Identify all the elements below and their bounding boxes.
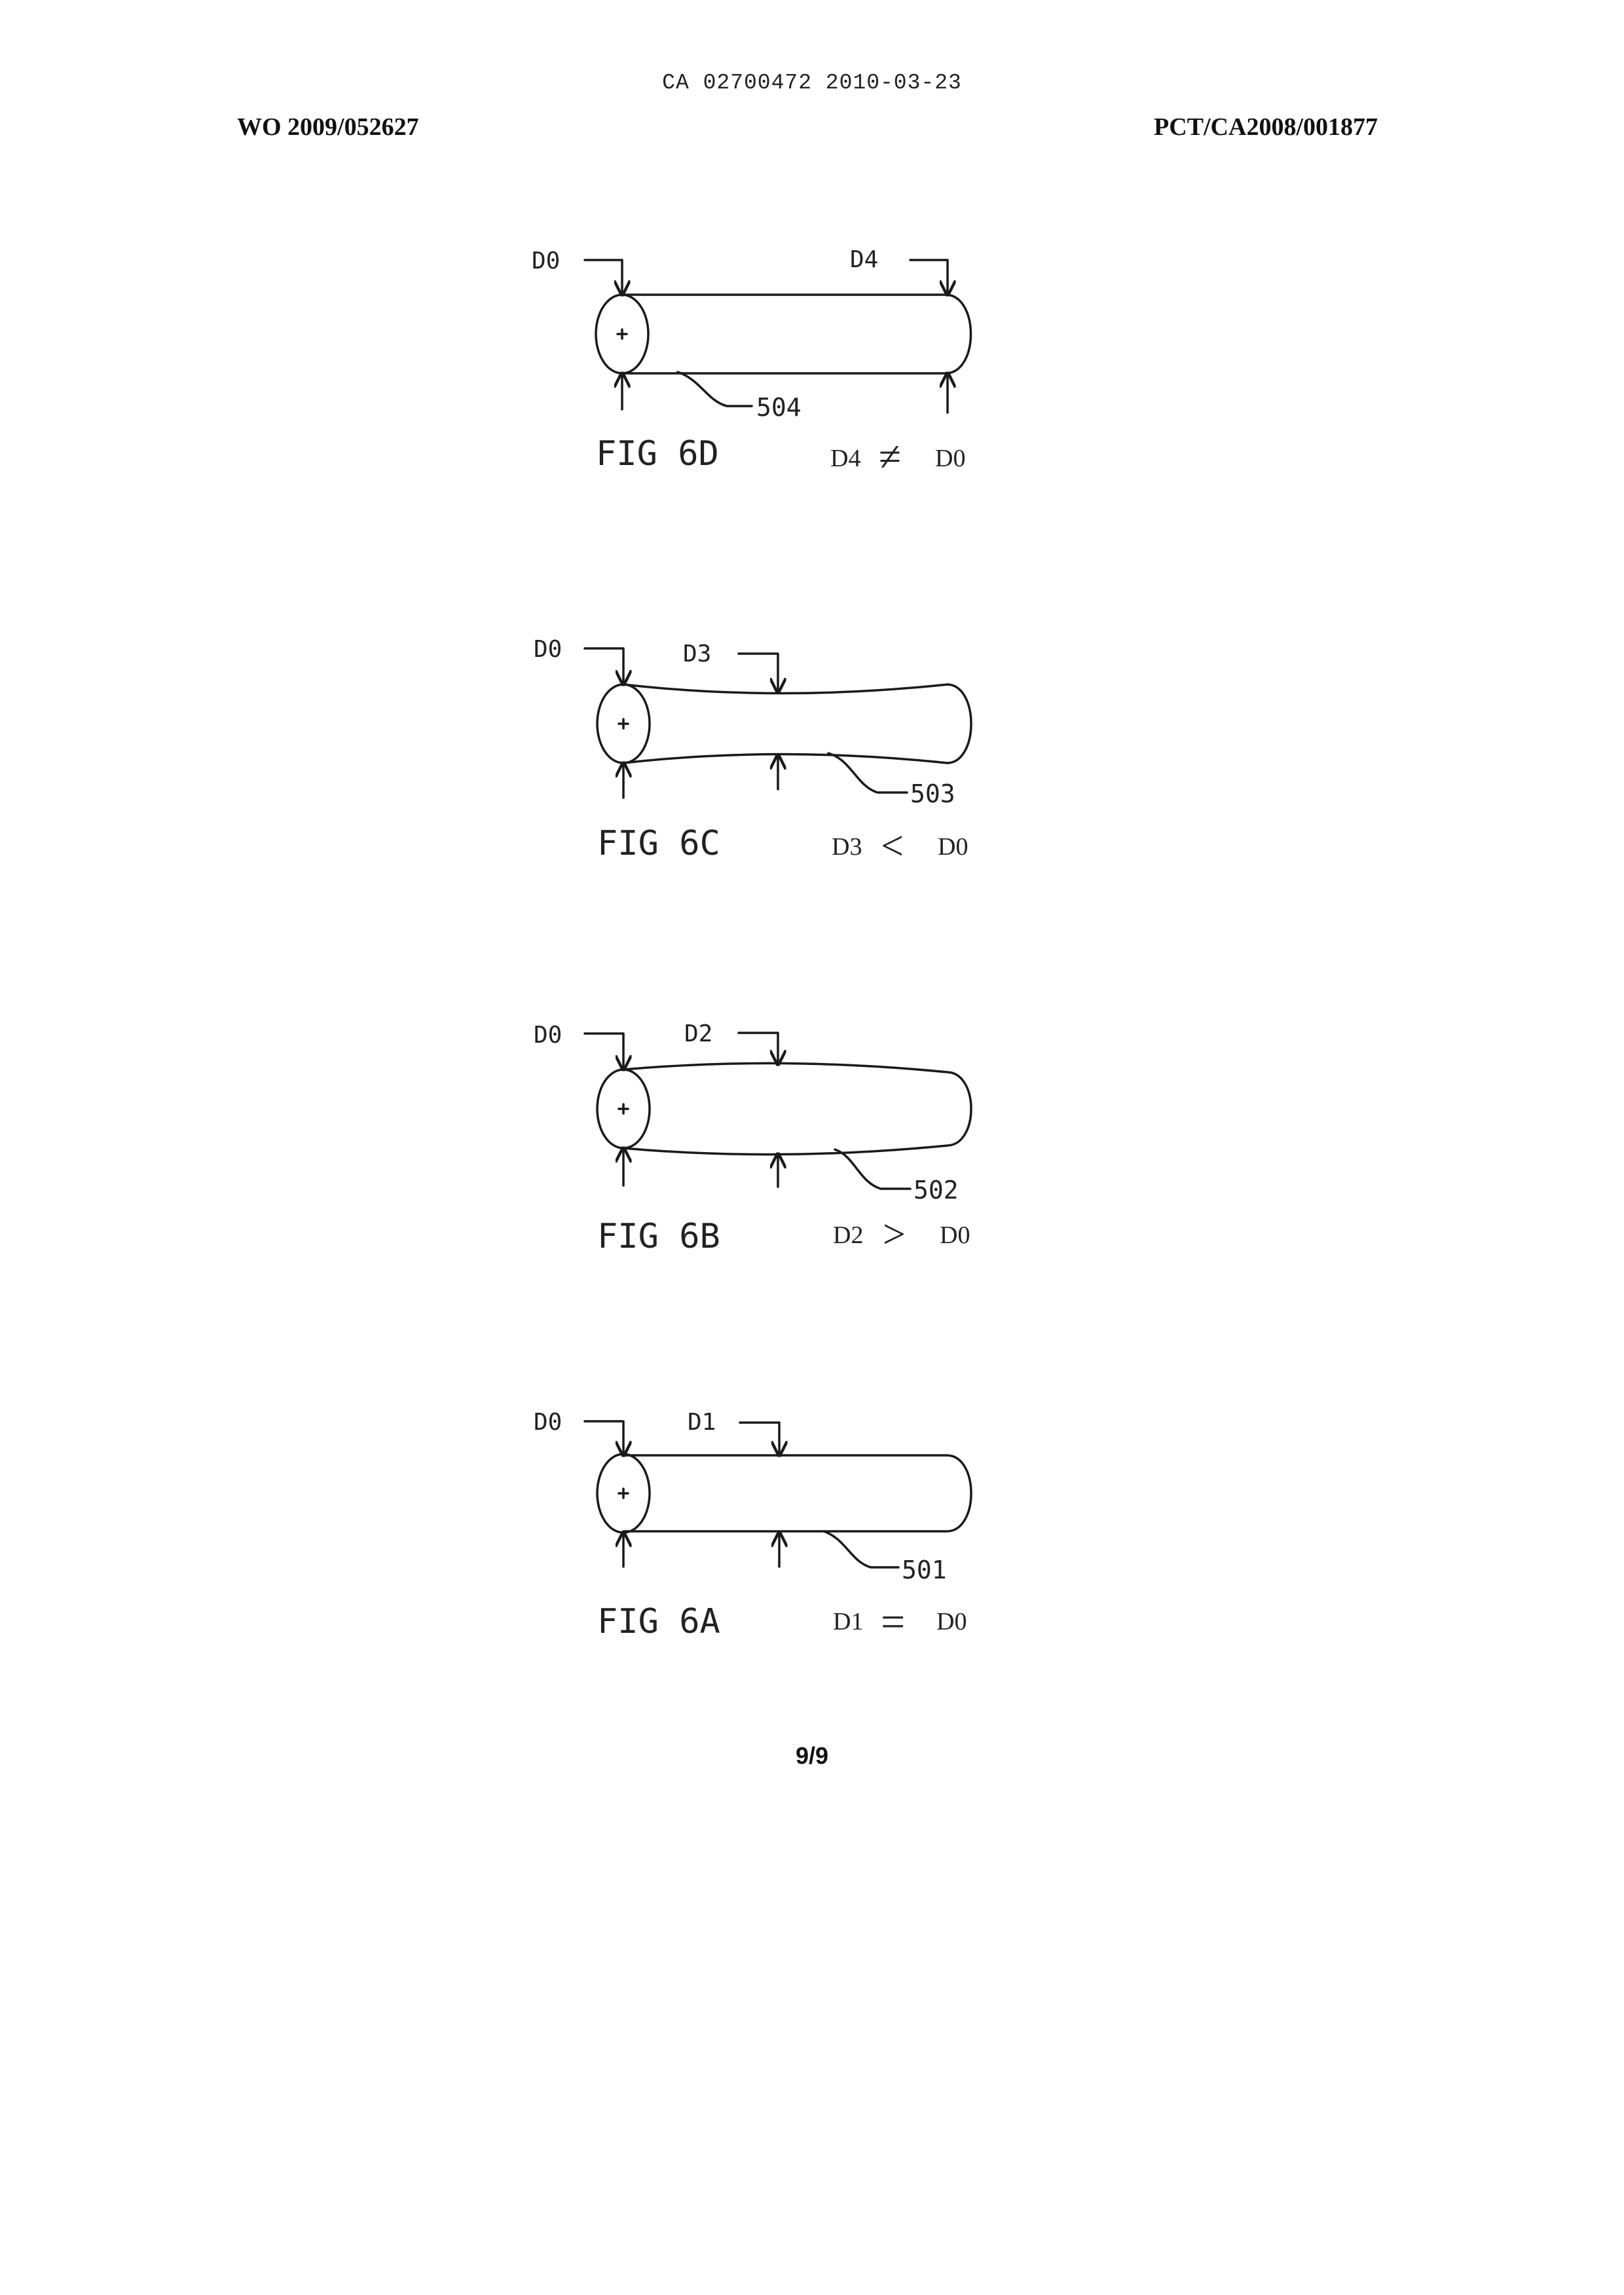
relation-symbol-equal: = — [881, 1598, 905, 1646]
relation-left: D4 — [830, 445, 860, 472]
caption-fig-6b: FIG 6B — [597, 1217, 720, 1256]
label-d0: D0 — [534, 1022, 562, 1049]
label-d1: D1 — [688, 1409, 716, 1436]
rod-501-drawing — [597, 1454, 971, 1533]
figure-6d: D0 D4 504 FIG 6D D4 ≠ D0 — [532, 246, 971, 479]
caption-fig-6a: FIG 6A — [597, 1602, 720, 1641]
relation-symbol-less-than: < — [881, 824, 904, 868]
reference-numeral-504: 504 — [756, 393, 802, 422]
relation-right: D0 — [935, 445, 965, 472]
figure-6c: D0 D3 503 FIG 6C D3 < D0 — [534, 636, 971, 868]
dimension-arrows — [585, 1033, 910, 1189]
label-d4: D4 — [850, 246, 878, 273]
caption-fig-6c: FIG 6C — [597, 824, 720, 863]
relation-right: D0 — [940, 1222, 970, 1249]
relation-left: D3 — [832, 833, 862, 861]
relation-right: D0 — [936, 1608, 967, 1635]
relation-left: D2 — [833, 1222, 863, 1249]
reference-numeral-501: 501 — [902, 1556, 947, 1584]
dimension-arrows — [585, 260, 948, 413]
relation-left: D1 — [833, 1608, 863, 1635]
label-d0: D0 — [532, 248, 560, 274]
reference-numeral-503: 503 — [910, 779, 955, 808]
rod-503-drawing — [597, 684, 971, 763]
page-number: 9/9 — [0, 1742, 1624, 1770]
label-d3: D3 — [683, 641, 711, 667]
label-d2: D2 — [684, 1020, 712, 1047]
rod-504-drawing — [596, 295, 971, 373]
label-d0: D0 — [534, 1409, 562, 1436]
relation-symbol-greater-than: > — [883, 1212, 906, 1257]
figure-6a: D0 D1 501 FIG 6A D1 = D0 — [534, 1409, 971, 1646]
dimension-arrows — [585, 1421, 898, 1567]
relation-symbol-not-equal: ≠ — [879, 435, 901, 479]
dimension-arrows — [585, 648, 907, 798]
label-d0: D0 — [534, 636, 562, 663]
figure-6b: D0 D2 502 FIG 6B D2 > D0 — [534, 1020, 971, 1257]
caption-fig-6d: FIG 6D — [596, 434, 719, 474]
reference-numeral-502: 502 — [913, 1176, 959, 1204]
rod-502-drawing — [597, 1063, 971, 1154]
relation-right: D0 — [938, 833, 968, 861]
